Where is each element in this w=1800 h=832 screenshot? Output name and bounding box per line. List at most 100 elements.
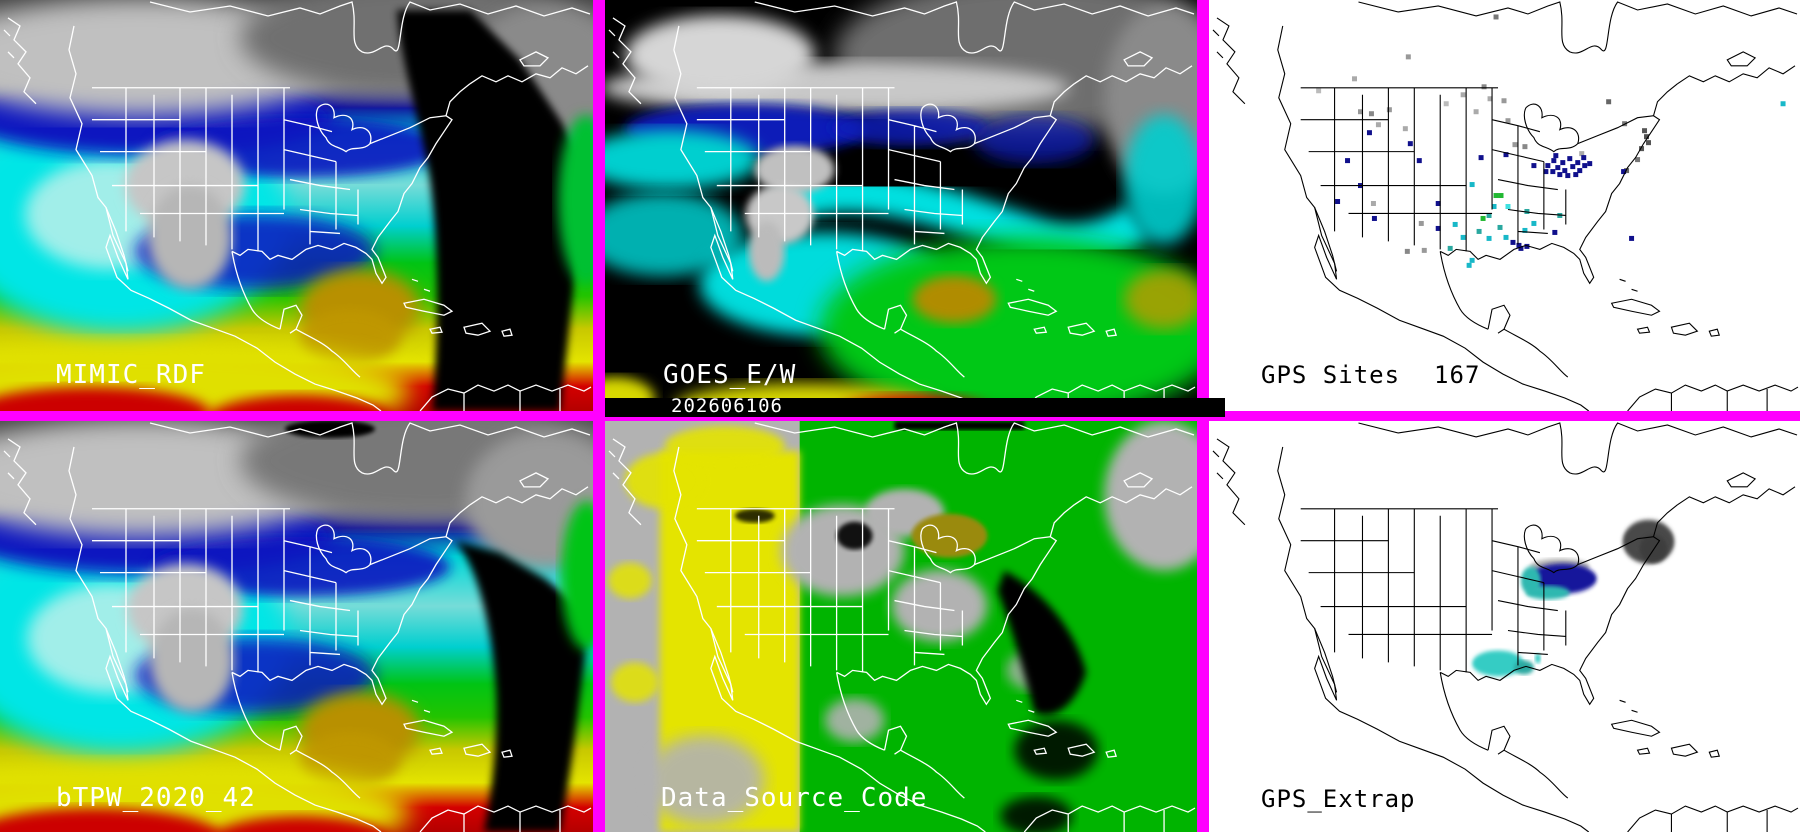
panel-label-mimic: MIMIC_RDF bbox=[56, 360, 206, 390]
gps-site-dot bbox=[1352, 76, 1357, 82]
gps-site-dot bbox=[1491, 204, 1497, 209]
gps-site-dot bbox=[1476, 228, 1482, 234]
gps-site-dot bbox=[1545, 163, 1551, 169]
gps-site-dot bbox=[1501, 98, 1507, 104]
gps-site-dot bbox=[1407, 141, 1413, 147]
gps-site-dot bbox=[1577, 168, 1583, 174]
panel-label-btpw: bTPW_2020_42 bbox=[56, 783, 256, 813]
gps-site-dot bbox=[1487, 96, 1493, 102]
gps-site-dot bbox=[1642, 128, 1648, 134]
extrap-region-louisiana bbox=[1472, 650, 1524, 677]
gps-site-dot bbox=[1345, 158, 1351, 164]
gps-site-dot bbox=[1498, 193, 1504, 199]
gps-site-dot bbox=[1416, 158, 1422, 164]
timestamp-text: 202606106 bbox=[671, 395, 783, 417]
gps-site-dot bbox=[1469, 257, 1475, 263]
gps-site-dot bbox=[1497, 224, 1503, 230]
gps-site-dot bbox=[1639, 146, 1645, 152]
gps-site-dot bbox=[1629, 235, 1635, 241]
panel-label-gps-sites: GPS Sites 167 bbox=[1261, 361, 1480, 389]
gps-site-dot bbox=[1503, 234, 1509, 240]
gps-extrap-map bbox=[1209, 421, 1800, 832]
gps-site-dot bbox=[1418, 220, 1424, 226]
gps-site-dot bbox=[1551, 158, 1557, 164]
data-source-raster bbox=[605, 421, 1197, 832]
gps-site-dot bbox=[1524, 243, 1530, 249]
gps-site-dot bbox=[1460, 234, 1466, 240]
gps-site-dot bbox=[1557, 172, 1563, 178]
gps-site-dot bbox=[1606, 99, 1612, 105]
gps-site-dot bbox=[1466, 262, 1472, 268]
gps-site-dot bbox=[1644, 134, 1650, 140]
panel-data-source-code: Data_Source_Code bbox=[605, 421, 1197, 832]
gps-site-dot bbox=[1435, 201, 1441, 206]
gps-site-dot bbox=[1510, 239, 1516, 245]
timestamp-bar: 202606106 bbox=[605, 395, 1225, 417]
gps-site-dot bbox=[1481, 84, 1487, 90]
gps-site-markers bbox=[1316, 14, 1786, 268]
extrap-region-mississippi-dot bbox=[1534, 653, 1541, 664]
gps-site-dot bbox=[1486, 212, 1492, 218]
gps-site-dot bbox=[1587, 161, 1593, 167]
gps-sites-title: GPS Sites bbox=[1261, 361, 1401, 389]
panel-label-goes: GOES_E/W bbox=[663, 360, 797, 390]
panel-btpw: bTPW_2020_42 bbox=[0, 421, 593, 832]
gps-site-dot bbox=[1371, 215, 1377, 221]
mimic-rdf-raster bbox=[0, 0, 593, 411]
gps-site-dot bbox=[1570, 164, 1576, 170]
gps-extrap-regions bbox=[1472, 519, 1675, 677]
gps-site-dot bbox=[1375, 122, 1381, 128]
gps-site-dot bbox=[1531, 220, 1537, 226]
gps-site-dot bbox=[1335, 199, 1341, 205]
gps-site-dot bbox=[1543, 169, 1549, 175]
panel-gps-extrap: GPS_Extrap bbox=[1209, 421, 1800, 832]
gps-site-dot bbox=[1357, 109, 1363, 115]
gps-site-dot bbox=[1512, 142, 1518, 148]
gps-site-dot bbox=[1518, 245, 1524, 251]
gps-site-dot bbox=[1368, 111, 1374, 117]
gps-site-dot bbox=[1531, 163, 1537, 169]
gps-site-dot bbox=[1386, 107, 1392, 113]
gps-site-dot bbox=[1581, 155, 1587, 161]
gps-site-dot bbox=[1460, 92, 1466, 98]
gps-site-dot bbox=[1505, 118, 1511, 124]
gps-site-dot bbox=[1553, 153, 1559, 159]
gps-site-dot bbox=[1560, 160, 1566, 166]
panel-goes-ew: GOES_E/W bbox=[605, 0, 1197, 411]
gps-site-dot bbox=[1473, 109, 1479, 115]
gps-site-dot bbox=[1469, 182, 1475, 188]
goes-ew-raster bbox=[605, 0, 1197, 411]
gps-site-dot bbox=[1447, 245, 1453, 251]
panel-label-data-source: Data_Source_Code bbox=[661, 783, 928, 813]
gps-site-dot bbox=[1780, 101, 1786, 107]
gps-site-dot bbox=[1635, 157, 1641, 163]
gps-site-dot bbox=[1646, 140, 1652, 146]
gps-site-dot bbox=[1503, 152, 1509, 158]
gps-site-dot bbox=[1435, 225, 1441, 231]
gps-site-dot bbox=[1370, 201, 1376, 206]
gps-site-dot bbox=[1493, 14, 1499, 20]
btpw-raster bbox=[0, 421, 593, 832]
extrap-region-ohio-valley-cyan-south bbox=[1525, 585, 1570, 600]
gps-site-dot bbox=[1552, 229, 1558, 235]
gps-site-dot bbox=[1579, 151, 1585, 157]
gps-site-dot bbox=[1366, 130, 1372, 136]
gps-sites-map bbox=[1209, 0, 1800, 411]
gps-site-dot bbox=[1493, 193, 1499, 199]
gps-site-dot bbox=[1486, 235, 1492, 241]
gps-site-dot bbox=[1522, 144, 1528, 150]
extrap-region-new-england-core bbox=[1639, 534, 1668, 563]
gps-site-dot bbox=[1621, 169, 1627, 175]
panel-gps-sites: GPS Sites 167 bbox=[1209, 0, 1800, 411]
gps-site-dot bbox=[1405, 54, 1411, 60]
gps-site-dot bbox=[1443, 101, 1449, 107]
gps-site-dot bbox=[1550, 169, 1556, 175]
gps-site-dot bbox=[1567, 156, 1573, 162]
panel-label-gps-extrap: GPS_Extrap bbox=[1261, 785, 1416, 813]
gps-site-dot bbox=[1516, 242, 1522, 248]
gps-site-dot bbox=[1565, 173, 1571, 179]
gps-site-dot bbox=[1522, 227, 1528, 233]
gps-sites-count: 167 bbox=[1434, 361, 1481, 389]
gps-site-dot bbox=[1316, 88, 1322, 94]
